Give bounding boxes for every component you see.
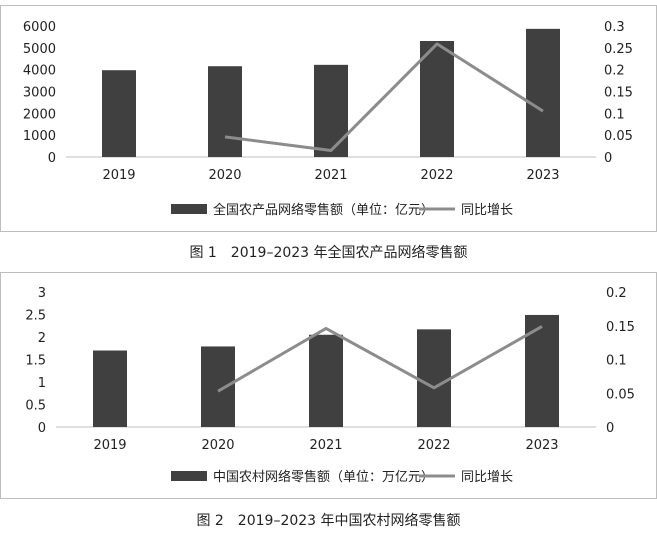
chart-1-bar bbox=[102, 70, 136, 157]
chart-2-bar bbox=[417, 329, 451, 427]
chart-2-right-tick-label: 0.1 bbox=[606, 354, 627, 369]
chart-2-category-label: 2019 bbox=[93, 438, 126, 453]
chart-2-left-tick-label: 0 bbox=[38, 421, 46, 436]
chart-1-left-tick-label: 1000 bbox=[23, 129, 56, 144]
chart-2-caption: 图 2 2019–2023 年中国农村网络零售额 bbox=[196, 513, 461, 529]
chart-1-right-tick-label: 0.05 bbox=[604, 129, 633, 144]
chart-2-bar bbox=[93, 350, 127, 427]
chart-2-right-tick-label: 0.2 bbox=[606, 286, 627, 301]
chart-2-legend-line-label: 同比增长 bbox=[461, 470, 513, 485]
chart-1-category-label: 2022 bbox=[420, 168, 453, 183]
chart-2-legend-bar-swatch bbox=[171, 471, 207, 481]
chart-1-left-tick-label: 2000 bbox=[23, 107, 56, 122]
chart-2-left-tick-label: 1 bbox=[38, 376, 46, 391]
chart-1-right-tick-label: 0.15 bbox=[604, 86, 633, 101]
chart-1-right-tick-label: 0.2 bbox=[604, 64, 625, 79]
chart-2-growth-line bbox=[217, 325, 543, 393]
chart-1-growth-line bbox=[224, 42, 544, 152]
chart-1-right-tick-label: 0.25 bbox=[604, 42, 633, 57]
chart-2-category-label: 2022 bbox=[417, 438, 450, 453]
chart-1-bar bbox=[208, 66, 242, 157]
chart-2-left-tick-label: 1.5 bbox=[25, 354, 46, 369]
chart-1-left-tick-label: 3000 bbox=[23, 86, 56, 101]
chart-1-right-tick-label: 0.1 bbox=[604, 107, 625, 122]
chart-1-legend-line-label: 同比增长 bbox=[461, 203, 513, 218]
chart-1-left-tick-label: 4000 bbox=[23, 64, 56, 79]
chart-1-bar bbox=[526, 28, 560, 157]
chart-2-bar bbox=[201, 346, 235, 427]
chart-1-svg: 0 1000 2000 3000 4000 5000 6000 0 0.05 0.1 0.15 0.2… bbox=[23, 20, 633, 218]
chart-1-right-tick-label: 0.3 bbox=[604, 20, 625, 35]
chart-1-bar bbox=[314, 64, 348, 157]
chart-1-bar bbox=[420, 40, 454, 158]
chart-1-legend-bar-swatch bbox=[171, 204, 207, 214]
chart-1-left-tick-label: 6000 bbox=[23, 20, 56, 35]
chart-2-left-tick-label: 3 bbox=[38, 286, 46, 301]
chart-1-caption: 图 1 2019–2023 年全国农产品网络零售额 bbox=[189, 245, 468, 261]
chart-2-left-tick-label: 0.5 bbox=[25, 399, 46, 414]
chart-2-panel: 0 0.5 1 1.5 2 2.5 3 0 0.05 0.1 0.15 0.2 2019 2020 2021… bbox=[0, 272, 657, 499]
chart-2-left-tick-label: 2.5 bbox=[25, 309, 46, 324]
chart-2-category-label: 2023 bbox=[525, 438, 558, 453]
chart-2-svg: 0 0.5 1 1.5 2 2.5 3 0 0.05 0.1 0.15 0.2 2019 2020 2021… bbox=[25, 286, 635, 485]
chart-1-category-label: 2021 bbox=[314, 168, 347, 183]
chart-1-legend-bar-label: 全国农产品网络零售额（单位：亿元） bbox=[213, 202, 434, 218]
chart-2-category-label: 2021 bbox=[309, 438, 342, 453]
chart-1-category-label: 2020 bbox=[208, 168, 241, 183]
chart-1-right-tick-label: 0 bbox=[604, 151, 612, 166]
chart-1-category-label: 2023 bbox=[526, 168, 559, 183]
chart-1-category-label: 2019 bbox=[102, 168, 135, 183]
chart-2-legend-bar-label: 中国农村网络零售额（单位：万亿元） bbox=[213, 469, 434, 485]
chart-2-right-tick-label: 0.05 bbox=[606, 387, 635, 402]
chart-1-left-tick-label: 5000 bbox=[23, 42, 56, 57]
chart-2-bar bbox=[309, 334, 343, 427]
chart-1-left-tick-label: 0 bbox=[48, 151, 56, 166]
chart-1-panel: 0 1000 2000 3000 4000 5000 6000 0 0.05 0.1 0.15 0.2… bbox=[0, 5, 657, 232]
chart-2-right-tick-label: 0.15 bbox=[606, 320, 635, 335]
chart-2-category-label: 2020 bbox=[201, 438, 234, 453]
chart-2-left-tick-label: 2 bbox=[38, 331, 46, 346]
chart-2-right-tick-label: 0 bbox=[606, 421, 614, 436]
